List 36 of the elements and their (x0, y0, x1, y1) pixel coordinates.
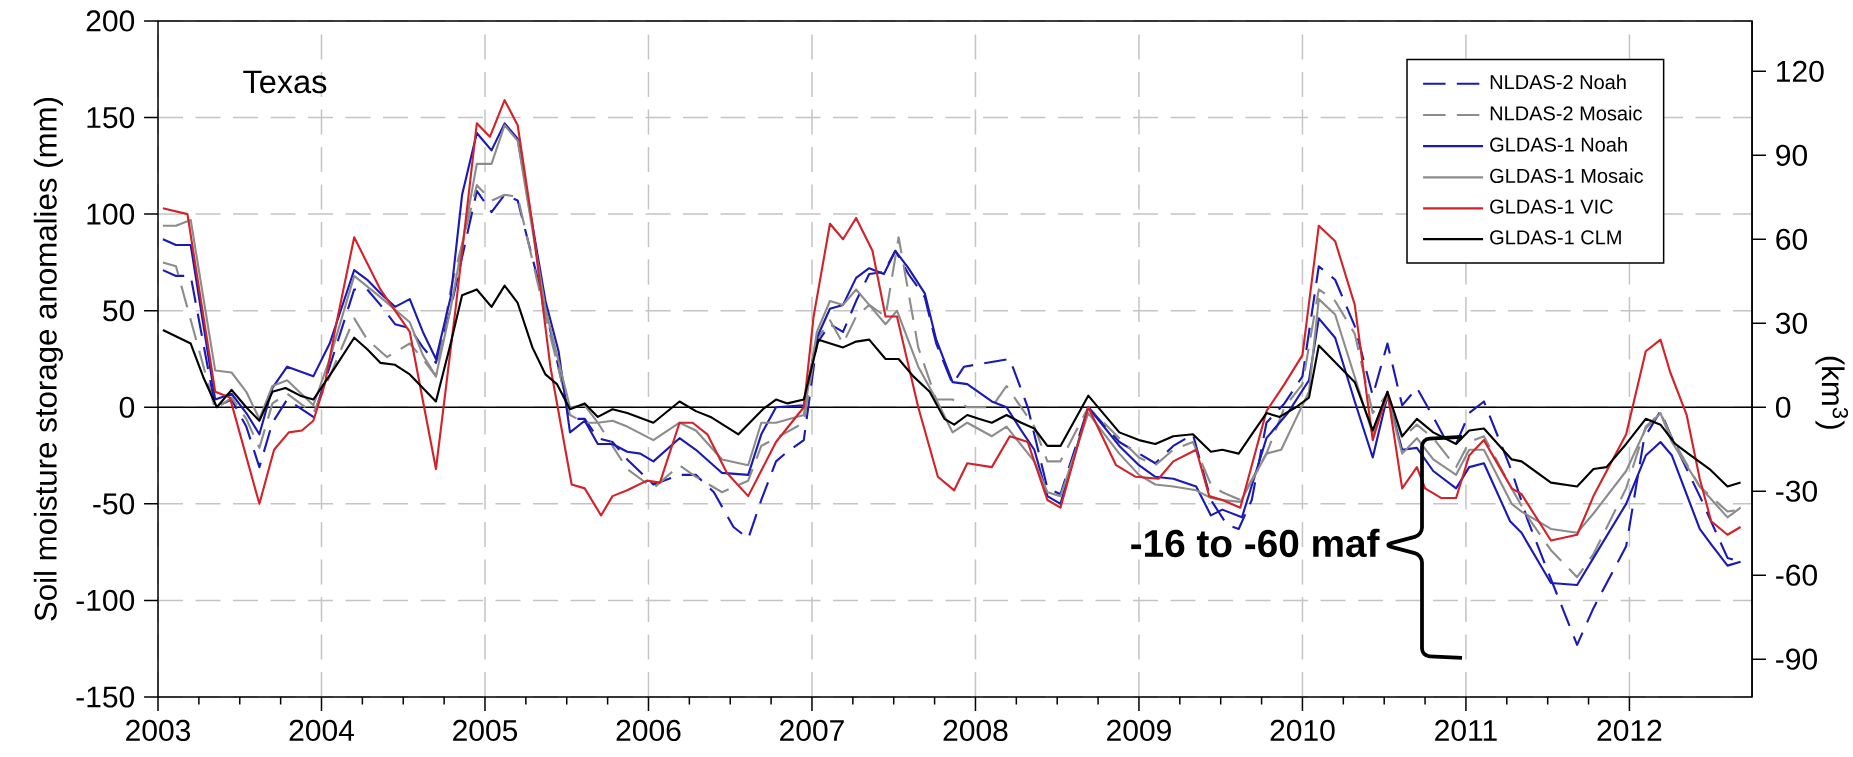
x-tick-label: 2012 (1597, 719, 1662, 742)
legend-label: GLDAS-1 CLM (1490, 230, 1621, 245)
x-tick-label: 2010 (1270, 719, 1335, 742)
x-tick-label: 2005 (453, 719, 518, 742)
legend-label: GLDAS-1 Mosaic (1490, 168, 1644, 183)
annotation: Texas (243, 70, 327, 94)
y-axis-title: Soil moisture storage anomalies (mm) (33, 97, 63, 621)
y-tick-label: -50 (93, 493, 135, 515)
legend-label: GLDAS-1 VIC (1490, 199, 1613, 214)
x-tick-label: 2009 (1107, 719, 1171, 742)
x-tick-label: 2004 (289, 719, 354, 742)
y-tick-label: 50 (103, 300, 135, 322)
x-tick-label: 2011 (1435, 719, 1497, 742)
x-tick-label: 2008 (943, 719, 1008, 742)
legend-label: NLDAS-2 Mosaic (1490, 105, 1642, 121)
y2-tick-label: 120 (1777, 60, 1824, 82)
y2-tick-label: -30 (1776, 480, 1817, 502)
x-tick-label: 2006 (616, 719, 681, 742)
y-tick-label: -100 (76, 589, 135, 612)
y-tick-label: 200 (86, 10, 135, 32)
y2-axis-title: (km$^{3}$) (1815, 356, 1849, 429)
y-tick-label: 100 (87, 203, 135, 225)
y-tick-label: 0 (119, 396, 135, 418)
y2-tick-label: 90 (1776, 144, 1807, 166)
x-tick-label: 2007 (780, 719, 844, 742)
y2-tick-label: -90 (1776, 648, 1817, 670)
y2-tick-label: -60 (1776, 564, 1817, 586)
legend-label: GLDAS-1 Noah (1490, 137, 1627, 152)
legend-label: NLDAS-2 Noah (1490, 74, 1626, 90)
y-tick-label: -150 (76, 686, 135, 708)
y2-tick-label: 60 (1776, 228, 1807, 250)
y-tick-label: 150 (87, 106, 135, 129)
x-tick-label: 2003 (126, 719, 191, 742)
y2-tick-label: 30 (1775, 312, 1807, 334)
annotation: -16 to -60 maf (1131, 528, 1380, 558)
y2-tick-label: 0 (1775, 396, 1791, 418)
